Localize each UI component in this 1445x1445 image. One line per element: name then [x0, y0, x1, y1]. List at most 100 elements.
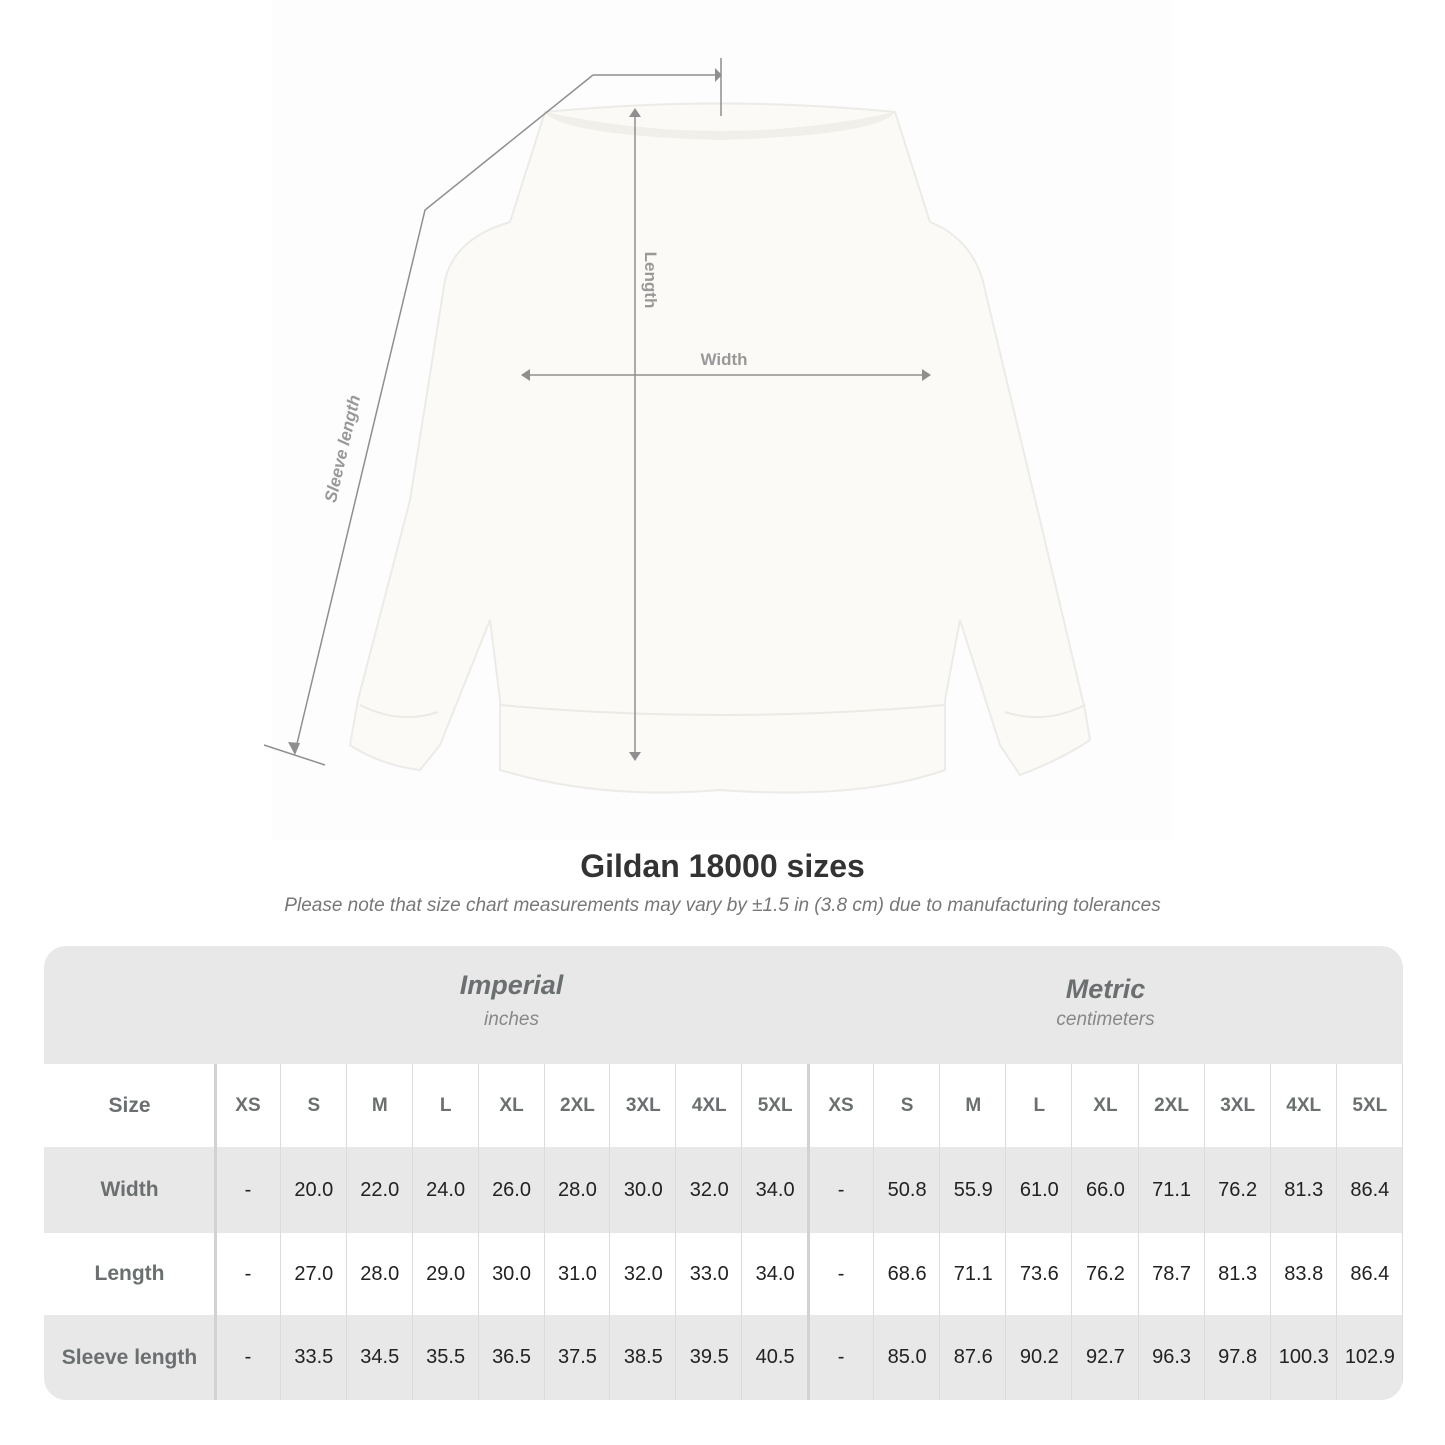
column-divider — [543, 1064, 545, 1400]
imperial-value-cell: 27.0 — [294, 1262, 334, 1285]
row-label: Width — [100, 1178, 159, 1201]
column-divider — [1005, 1064, 1007, 1400]
metric-value-cell: 86.4 — [1350, 1262, 1390, 1285]
imperial-value-cell: 34.5 — [360, 1346, 400, 1368]
imperial-value-cell: 34.0 — [755, 1178, 795, 1201]
metric-value-cell: 92.7 — [1085, 1346, 1125, 1368]
metric-value-cell: 102.9 — [1344, 1346, 1395, 1368]
metric-value-cell: 100.3 — [1278, 1346, 1329, 1368]
metric-value-cell: 85.0 — [887, 1346, 927, 1368]
column-divider — [1071, 1064, 1073, 1400]
metric-value-cell: 81.3 — [1284, 1178, 1324, 1201]
row-label: Sleeve length — [61, 1345, 198, 1369]
sleeve-guide-end — [263, 744, 326, 766]
imperial-value-cell: 40.5 — [755, 1346, 795, 1368]
metric-value-cell: 71.1 — [953, 1262, 993, 1285]
imperial-size-header: M — [371, 1094, 388, 1116]
imperial-value-cell: 32.0 — [623, 1262, 663, 1285]
width-label: Width — [700, 350, 747, 369]
metric-size-header: L — [1033, 1094, 1046, 1116]
imperial-value-cell: 22.0 — [360, 1178, 400, 1201]
column-divider — [939, 1064, 941, 1400]
imperial-value-cell: 30.0 — [492, 1262, 531, 1285]
imperial-size-header: 4XL — [691, 1094, 727, 1116]
imperial-size-header: XL — [499, 1094, 524, 1116]
arrow-heads — [288, 68, 931, 761]
column-divider — [609, 1064, 611, 1400]
header-band — [44, 946, 1403, 1064]
metric-value-cell: 55.9 — [953, 1178, 993, 1201]
imperial-value-cell: - — [244, 1262, 252, 1285]
imperial-value-cell: 39.5 — [689, 1346, 729, 1368]
column-divider — [1137, 1064, 1139, 1400]
imperial-size-header: L — [439, 1094, 452, 1116]
column-divider — [1269, 1064, 1271, 1400]
metric-value-cell: 78.7 — [1152, 1262, 1192, 1285]
metric-header: Metric centimeters — [808, 946, 1403, 1064]
imperial-value-cell: 33.5 — [294, 1346, 334, 1368]
width-row-bg — [44, 1147, 1403, 1233]
column-divider — [1401, 1064, 1403, 1400]
sweatshirt-image — [348, 102, 1092, 794]
sleeve-row-bg — [44, 1315, 1403, 1400]
imperial-value-cell: 38.5 — [623, 1346, 663, 1368]
imperial-value-cell: 31.0 — [557, 1262, 597, 1285]
metric-size-header: 5XL — [1352, 1094, 1388, 1116]
imperial-size-header: 2XL — [560, 1094, 595, 1116]
metric-value-cell: 87.6 — [953, 1346, 993, 1368]
imperial-size-header: XS — [235, 1094, 261, 1116]
column-divider — [1335, 1064, 1337, 1400]
row-label: Length — [94, 1262, 165, 1285]
metric-size-header: S — [900, 1094, 914, 1116]
metric-value-cell: 97.8 — [1218, 1346, 1258, 1368]
column-divider — [214, 1064, 217, 1400]
metric-value-cell: 50.8 — [887, 1178, 927, 1201]
imperial-value-cell: 20.0 — [294, 1178, 334, 1201]
size-chart-table: Imperial inches Metric centimeters Size X… — [44, 946, 1403, 1400]
sleeve-guide-line — [294, 74, 594, 753]
metric-size-header: XL — [1093, 1094, 1118, 1116]
column-divider — [411, 1064, 413, 1400]
metric-value-cell: 76.2 — [1085, 1262, 1125, 1285]
column-divider — [741, 1064, 743, 1400]
metric-value-cell: 71.1 — [1152, 1178, 1192, 1201]
measurement-guides — [263, 58, 930, 766]
imperial-value-cell: 28.0 — [557, 1178, 597, 1201]
metric-value-cell: - — [837, 1262, 845, 1285]
imperial-value-cell: - — [244, 1178, 252, 1201]
imperial-value-cell: 29.0 — [426, 1262, 466, 1285]
imperial-value-cell: 30.0 — [623, 1178, 663, 1201]
metric-unit: centimeters — [1056, 1009, 1155, 1030]
page-title: Gildan 18000 sizes — [580, 848, 865, 884]
column-divider — [873, 1064, 875, 1400]
metric-size-header: 3XL — [1220, 1094, 1256, 1116]
imperial-value-cell: 33.0 — [689, 1262, 729, 1285]
metric-value-cell: - — [837, 1346, 845, 1368]
imperial-value-cell: 37.5 — [557, 1346, 597, 1368]
imperial-value-cell: 36.5 — [492, 1346, 531, 1368]
imperial-size-header: 5XL — [757, 1094, 793, 1116]
metric-value-cell: 68.6 — [887, 1262, 927, 1285]
metric-size-header: 2XL — [1154, 1094, 1189, 1116]
imperial-value-cell: 28.0 — [360, 1262, 400, 1285]
imperial-unit: inches — [484, 1009, 539, 1030]
column-divider — [1203, 1064, 1205, 1400]
imperial-value-cell: 32.0 — [689, 1178, 729, 1201]
metric-value-cell: 76.2 — [1218, 1178, 1258, 1201]
metric-size-header: XS — [828, 1094, 854, 1116]
imperial-size-header: S — [307, 1094, 321, 1116]
size-header-label: Size — [108, 1093, 151, 1117]
metric-value-cell: 86.4 — [1350, 1178, 1390, 1201]
metric-size-header: M — [965, 1094, 982, 1116]
metric-value-cell: 61.0 — [1019, 1178, 1059, 1201]
imperial-value-cell: 26.0 — [492, 1178, 531, 1201]
imperial-value-cell: - — [244, 1346, 252, 1368]
column-divider — [807, 1064, 810, 1400]
metric-value-cell: 73.6 — [1019, 1262, 1059, 1285]
column-divider — [279, 1064, 281, 1400]
tolerance-note: Please note that size chart measurements… — [284, 895, 1161, 916]
imperial-value-cell: 35.5 — [426, 1346, 466, 1368]
metric-value-cell: 83.8 — [1284, 1262, 1324, 1285]
metric-value-cell: - — [837, 1178, 845, 1201]
imperial-title: Imperial — [459, 970, 564, 1000]
